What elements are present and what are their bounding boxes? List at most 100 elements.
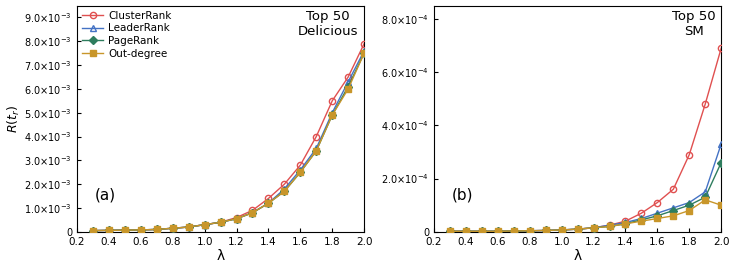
PageRank — [184, 225, 193, 229]
PageRank — [104, 229, 113, 232]
Out-degree — [621, 222, 630, 225]
Text: (a): (a) — [95, 187, 116, 202]
Out-degree — [88, 229, 97, 232]
PageRank — [478, 230, 487, 233]
Out-degree — [280, 190, 289, 193]
Line: PageRank: PageRank — [90, 50, 368, 234]
PageRank — [541, 229, 550, 232]
LeaderRank — [137, 228, 146, 232]
LeaderRank — [88, 229, 97, 232]
PageRank — [264, 201, 273, 205]
PageRank — [216, 221, 225, 224]
LeaderRank — [653, 211, 662, 215]
Out-degree — [701, 198, 710, 201]
Out-degree — [200, 223, 209, 226]
LeaderRank — [541, 229, 550, 232]
LeaderRank — [184, 225, 193, 229]
PageRank — [121, 229, 129, 232]
LeaderRank — [296, 168, 305, 172]
Out-degree — [669, 214, 678, 217]
Out-degree — [137, 228, 146, 232]
PageRank — [637, 218, 646, 221]
ClusterRank — [541, 229, 550, 232]
ClusterRank — [280, 183, 289, 186]
Out-degree — [328, 114, 337, 117]
LeaderRank — [589, 226, 598, 229]
LeaderRank — [216, 221, 225, 224]
LeaderRank — [509, 229, 518, 233]
Out-degree — [541, 229, 550, 232]
LeaderRank — [344, 80, 353, 83]
LeaderRank — [121, 229, 129, 232]
Out-degree — [248, 211, 257, 214]
LeaderRank — [637, 217, 646, 220]
LeaderRank — [200, 223, 209, 226]
ClusterRank — [509, 229, 518, 233]
Out-degree — [653, 217, 662, 220]
PageRank — [621, 222, 630, 225]
Out-degree — [462, 230, 470, 233]
ClusterRank — [248, 209, 257, 212]
PageRank — [232, 217, 241, 220]
Legend: ClusterRank, LeaderRank, PageRank, Out-degree: ClusterRank, LeaderRank, PageRank, Out-d… — [80, 9, 173, 61]
LeaderRank — [478, 230, 487, 233]
Out-degree — [121, 229, 129, 232]
Y-axis label: $R(t_r)$: $R(t_r)$ — [6, 105, 21, 133]
PageRank — [248, 211, 257, 214]
Line: ClusterRank: ClusterRank — [447, 45, 724, 234]
Out-degree — [344, 87, 353, 91]
ClusterRank — [359, 42, 368, 45]
LeaderRank — [248, 211, 257, 214]
LeaderRank — [621, 221, 630, 224]
LeaderRank — [359, 49, 368, 52]
LeaderRank — [685, 201, 694, 204]
ClusterRank — [137, 228, 146, 232]
PageRank — [88, 229, 97, 232]
Out-degree — [589, 226, 598, 229]
Out-degree — [359, 52, 368, 55]
LeaderRank — [152, 228, 161, 231]
Out-degree — [445, 230, 454, 233]
Out-degree — [526, 229, 534, 232]
LeaderRank — [526, 229, 534, 232]
Text: Top 50
Delicious: Top 50 Delicious — [298, 10, 359, 38]
ClusterRank — [573, 228, 582, 231]
ClusterRank — [344, 75, 353, 79]
PageRank — [509, 229, 518, 233]
ClusterRank — [653, 201, 662, 204]
LeaderRank — [264, 201, 273, 205]
ClusterRank — [462, 230, 470, 233]
ClusterRank — [526, 229, 534, 232]
ClusterRank — [637, 211, 646, 215]
LeaderRank — [328, 111, 337, 114]
Out-degree — [573, 228, 582, 231]
ClusterRank — [701, 102, 710, 106]
ClusterRank — [312, 135, 320, 138]
PageRank — [445, 230, 454, 233]
Out-degree — [493, 230, 502, 233]
Out-degree — [637, 220, 646, 223]
Out-degree — [184, 225, 193, 229]
LeaderRank — [605, 224, 614, 227]
LeaderRank — [462, 230, 470, 233]
ClusterRank — [669, 187, 678, 191]
PageRank — [152, 228, 161, 231]
Out-degree — [216, 221, 225, 224]
Text: Top 50
SM: Top 50 SM — [672, 10, 715, 38]
ClusterRank — [216, 221, 225, 224]
ClusterRank — [328, 99, 337, 102]
ClusterRank — [296, 164, 305, 167]
Out-degree — [509, 229, 518, 233]
Out-degree — [478, 230, 487, 233]
PageRank — [669, 209, 678, 212]
ClusterRank — [152, 228, 161, 231]
PageRank — [200, 223, 209, 226]
ClusterRank — [605, 224, 614, 227]
PageRank — [685, 204, 694, 207]
Out-degree — [104, 229, 113, 232]
X-axis label: λ: λ — [216, 249, 225, 263]
LeaderRank — [445, 230, 454, 233]
PageRank — [462, 230, 470, 233]
ClusterRank — [232, 216, 241, 219]
LeaderRank — [669, 206, 678, 210]
